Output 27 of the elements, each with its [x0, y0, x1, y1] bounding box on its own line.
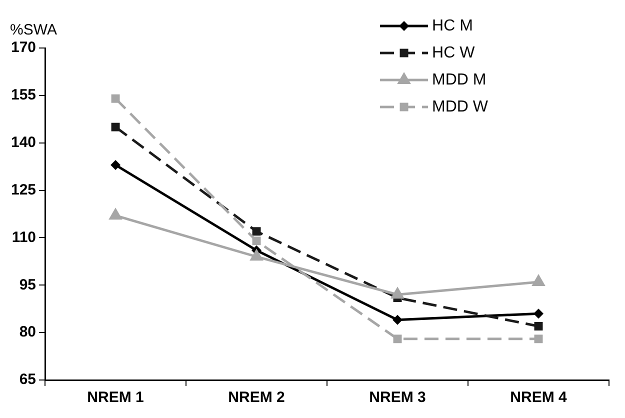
x-tick-label: NREM 4 [510, 389, 568, 406]
point [393, 334, 402, 344]
x-tick-label: NREM 1 [87, 389, 144, 406]
point [252, 227, 261, 236]
x-tick-label: NREM 2 [228, 389, 285, 406]
y-tick-label: 170 [10, 39, 36, 56]
x-tick-label: NREM 3 [369, 389, 426, 406]
point [534, 308, 544, 319]
y-tick-label: 125 [10, 181, 36, 198]
point [252, 236, 261, 246]
point [111, 94, 120, 103]
point [534, 334, 543, 344]
legend-label: HC M [432, 17, 473, 34]
y-tick-label: 155 [10, 86, 36, 104]
y-tick-label: 140 [10, 134, 36, 151]
y-tick-label: 80 [19, 324, 36, 341]
y-tick-label: 95 [19, 276, 36, 294]
point [392, 314, 403, 325]
legend-label: HC W [432, 44, 476, 62]
y-axis-title: %SWA [10, 22, 57, 39]
legend-label: MDD W [432, 98, 489, 116]
y-tick-label: 65 [19, 371, 36, 388]
y-tick-label: 110 [12, 228, 36, 246]
legend-label: MDD M [432, 71, 486, 88]
point [534, 322, 543, 330]
point [111, 122, 120, 132]
point [110, 160, 121, 170]
